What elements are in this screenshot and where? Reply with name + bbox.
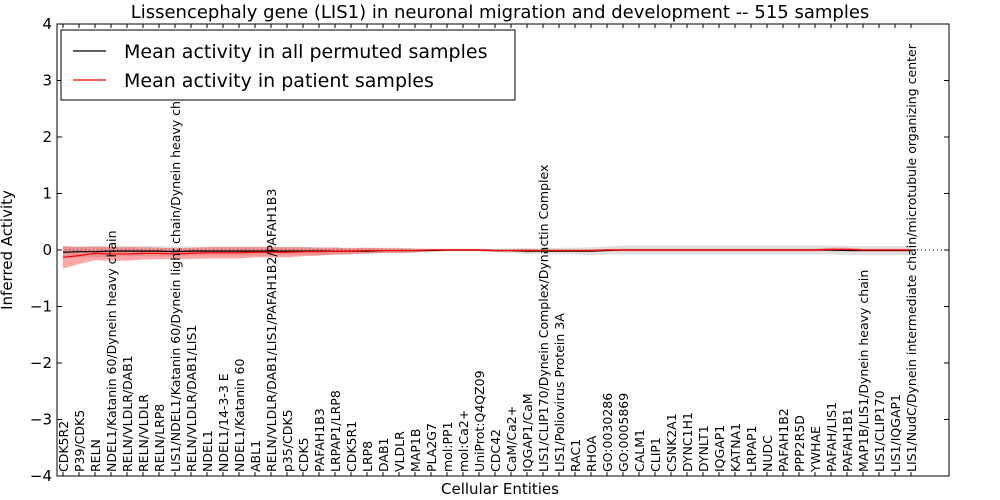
x-tick-label: RHOA	[584, 435, 599, 472]
x-tick-label: LIS1/IQGAP1	[888, 394, 903, 472]
x-tick-label: PAFAH/LIS1	[824, 402, 839, 472]
y-tick-label: −4	[30, 467, 52, 485]
x-tick-label: CLIP1	[648, 437, 663, 472]
legend-label-permuted: Mean activity in all permuted samples	[124, 41, 487, 63]
x-tick-label: p35/CDK5	[280, 409, 295, 472]
x-tick-label: mol:Ca2+	[456, 410, 471, 472]
x-tick-label: LRP8	[360, 441, 375, 472]
x-tick-label: VLDLR	[392, 431, 407, 472]
patient-mean-line	[62, 248, 911, 258]
x-tick-label: RELN/LRP8	[152, 404, 167, 472]
x-tick-label: RAC1	[568, 439, 583, 472]
x-tick-label: RELN/VLDLR/DAB1	[120, 355, 135, 472]
x-tick-label: RELN/VLDLR/DAB1/LIS1	[184, 325, 199, 472]
x-tick-label: DYNC1H1	[680, 412, 695, 472]
x-tick-label: CALM1	[632, 429, 647, 472]
y-tick-label: 4	[42, 15, 52, 33]
x-tick-label: YWHAE	[808, 426, 823, 473]
x-tick-label: RELN	[88, 439, 103, 472]
x-tick-label: IQGAP1	[712, 425, 727, 472]
x-tick-label: LIS1/CLIP170/Dynein Complex/Dynactin Com…	[536, 165, 551, 472]
x-tick-label: NDEL1	[200, 430, 215, 472]
x-tick-label: LRPAP1/LRP8	[328, 390, 343, 472]
x-tick-label: RELN/VLDLR	[136, 394, 151, 472]
x-axis-label: Cellular Entities	[441, 480, 559, 498]
x-tick-label: LIS1/NDEL1/Katanin 60/Dynein light chain…	[168, 82, 183, 472]
y-tick-label: −3	[30, 411, 52, 429]
x-tick-label: mol:PP1	[440, 421, 455, 472]
x-tick-label: PAFAH1B3	[312, 408, 327, 472]
y-tick-label: −2	[30, 354, 52, 372]
legend-label-patient: Mean activity in patient samples	[124, 70, 434, 92]
y-tick-label: 0	[42, 241, 52, 259]
x-tick-label: UniProt:Q4QZ09	[472, 370, 487, 472]
x-tick-label: PLA2G7	[424, 423, 439, 472]
x-tick-label: MAP1B/LIS1/Dynein heavy chain	[856, 270, 871, 472]
chart-title: Lissencephaly gene (LIS1) in neuronal mi…	[131, 2, 870, 23]
y-tick-label: 3	[42, 72, 52, 90]
x-tick-label: CSNK2A1	[664, 413, 679, 472]
x-tick-label: PPP2R5D	[792, 415, 807, 472]
x-tick-label: NUDC	[760, 435, 775, 472]
legend: Mean activity in all permuted samples Me…	[60, 29, 516, 101]
y-tick-label: 1	[42, 185, 52, 203]
x-axis: CDK5R2 P39/CDK5 RELN NDEL1/Katanin 60/Dynei…	[56, 24, 919, 476]
x-tick-label: NDEL1/14-3-3 E	[216, 373, 231, 472]
x-tick-label: NDEL1/Katanin 60/Dynein heavy chain	[104, 230, 119, 472]
x-tick-label: CDC42	[488, 429, 503, 472]
x-tick-label: DAB1	[376, 438, 391, 473]
x-tick-label: GO:0005869	[616, 393, 631, 472]
x-tick-label: CDK5	[296, 437, 311, 472]
permuted-band	[63, 245, 911, 258]
y-tick-label: 2	[42, 128, 52, 146]
x-tick-label: LIS1/CLIP170	[872, 390, 887, 472]
x-tick-label: GO:0030286	[600, 393, 615, 472]
y-axis: −4 −3 −2 −1 0 1 2 3 4	[30, 15, 949, 485]
x-tick-label: LIS1/NudC/Dynein intermediate chain/micr…	[904, 43, 919, 472]
legend-box	[60, 29, 516, 101]
x-tick-label: ABL1	[248, 440, 263, 472]
x-tick-label: CDK5R1	[344, 421, 359, 472]
x-tick-label: LRPAP1	[744, 426, 759, 472]
x-tick-label: KATNA1	[728, 423, 743, 472]
y-axis-label: Inferred Activity	[0, 190, 16, 310]
x-tick-label: CaM/Ca2+	[504, 406, 519, 472]
x-tick-label: LIS1/Poliovirus Protein 3A	[552, 313, 567, 472]
x-tick-label: PAFAH1B2	[776, 408, 791, 472]
x-tick-label: P39/CDK5	[72, 410, 87, 472]
x-tick-label: MAP1B	[408, 429, 423, 472]
x-tick-label: NDEL1/Katanin 60	[232, 359, 247, 472]
x-tick-label: RELN/VLDLR/DAB1/LIS1/PAFAH1B2/PAFAH1B3	[264, 189, 279, 472]
x-tick-label: DYNLT1	[696, 425, 711, 472]
y-tick-label: −1	[30, 298, 52, 316]
x-tick-label: CDK5R2	[56, 421, 71, 472]
x-tick-label: PAFAH1B1	[840, 408, 855, 472]
x-tick-label: IQGAP1/CaM	[520, 393, 535, 472]
plot-area	[57, 245, 949, 269]
